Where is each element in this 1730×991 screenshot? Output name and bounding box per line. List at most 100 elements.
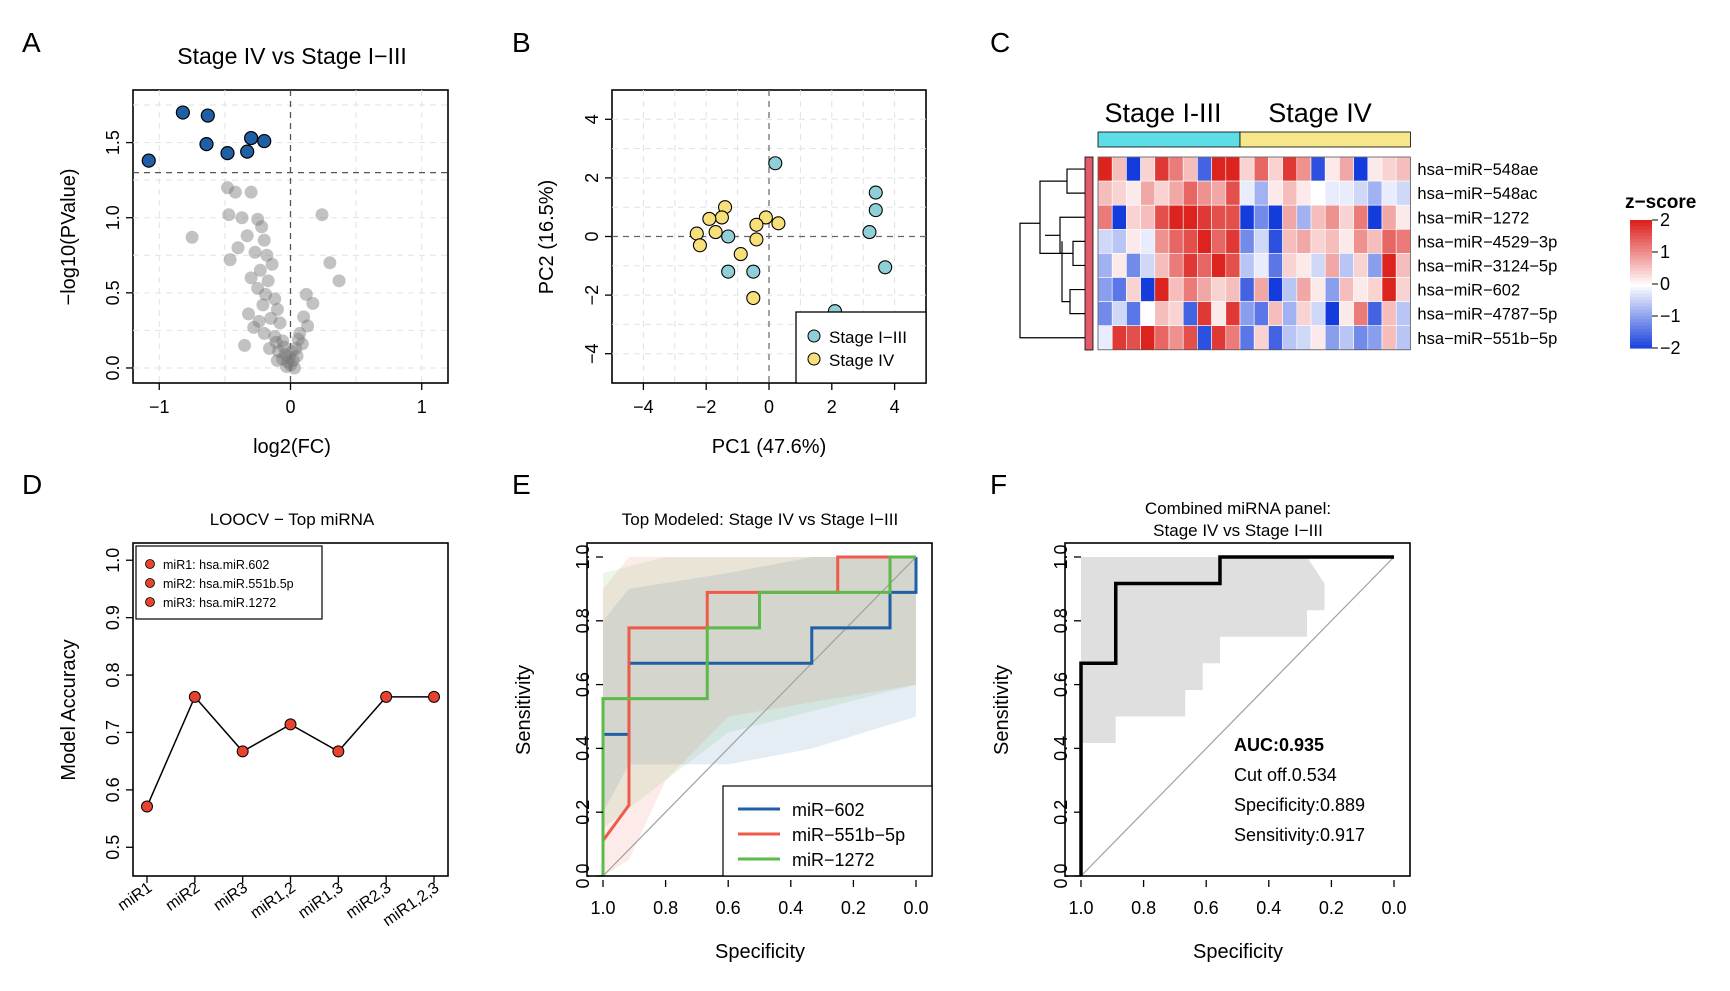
heatmap-cell: [1367, 301, 1383, 327]
heatmap-cell: [1197, 253, 1212, 278]
heatmap-cell: [1111, 277, 1127, 302]
nonsignificant-point: [285, 344, 299, 358]
roc-curve: [1079, 555, 1394, 876]
nonsignificant-point: [255, 220, 269, 234]
heatmap-cell: [1154, 180, 1170, 206]
legend-gradient-step: [1630, 245, 1652, 250]
nonsignificant-point: [231, 241, 245, 255]
heatmap-cell: [1339, 180, 1354, 206]
heatmap-cell: [1239, 301, 1255, 327]
heatmap-cell: [1182, 253, 1198, 278]
y-tick-label: 0.4: [1051, 736, 1071, 761]
heatmap-cell: [1126, 277, 1141, 302]
panel-f-subtitle: Stage IV vs Stage I−III: [1153, 521, 1323, 540]
heatmap-cell: [1168, 301, 1184, 327]
legend-tick-label: −2: [1660, 338, 1681, 358]
roc-confidence-band: [603, 557, 916, 813]
heatmap-cell: [1353, 229, 1369, 254]
panel-e-title: Top Modeled: Stage IV vs Stage I−III: [622, 510, 898, 529]
pca-point: [746, 290, 761, 306]
nonsignificant-point: [222, 208, 236, 222]
heatmap-cell: [1239, 156, 1255, 182]
heatmap-cell: [1395, 156, 1411, 182]
heatmap-color-legend: z−score 2 1 0 −1 −2: [1625, 192, 1696, 358]
legend-gradient-step: [1630, 220, 1652, 224]
nonsignificant-point: [253, 263, 267, 277]
legend-gradient-step: [1630, 255, 1652, 259]
pca-point: [746, 264, 761, 279]
heatmap-group-label-stage-iv: Stage IV: [1268, 98, 1372, 128]
heatmap-cell: [1253, 301, 1269, 327]
pca-point: [768, 156, 783, 171]
heatmap-cell: [1296, 277, 1312, 302]
legend-gradient-step: [1630, 296, 1652, 301]
heatmap-cell: [1268, 253, 1283, 278]
heatmap-cell: [1353, 277, 1369, 302]
heatmap-cell: [1197, 229, 1212, 254]
panel-e-roc-curves: [601, 555, 918, 876]
x-tick-label: 0.0: [903, 898, 928, 918]
panel-d-legend: miR1: hsa.miR.602 miR2: hsa.miR.551b.5p …: [135, 545, 323, 620]
legend-gradient-step: [1630, 274, 1652, 279]
legend-gradient-step: [1630, 312, 1652, 317]
significant-point: [220, 146, 235, 161]
heatmap-cell: [1367, 277, 1383, 302]
panel-d-y-ticks: 0.5 0.6 0.7 0.8 0.9 1.0: [103, 548, 133, 860]
panel-letter-e: E: [512, 469, 531, 500]
legend-gradient-step: [1630, 232, 1652, 237]
nonsignificant-point: [263, 341, 276, 355]
y-tick-label: 0.5: [103, 835, 123, 860]
nonsignificant-point: [251, 281, 265, 295]
nonsignificant-point: [244, 185, 258, 199]
nonsignificant-point: [257, 326, 271, 340]
nonsignificant-point: [247, 320, 261, 334]
y-tick-label: 1.0: [103, 548, 123, 573]
heatmap-cell: [1097, 253, 1113, 278]
heatmap-row-cluster-bar: [1084, 156, 1094, 351]
heatmap-cell: [1154, 204, 1170, 230]
heatmap-cell: [1182, 156, 1198, 182]
heatmap-cell: [1367, 229, 1383, 254]
legend-gradient-step: [1630, 290, 1652, 295]
nonsignificant-point: [273, 316, 287, 330]
dendrogram-branch: [1019, 222, 1085, 339]
x-tick-label: miR1: [115, 879, 155, 914]
nonsignificant-point: [265, 257, 279, 271]
y-tick-label: 0.6: [103, 777, 123, 802]
nonsignificant-point: [278, 347, 292, 361]
heatmap-cell: [1367, 204, 1383, 230]
x-tick-label: 0.4: [778, 898, 803, 918]
heatmap-cell: [1239, 204, 1255, 230]
heatmap-cell: [1395, 253, 1411, 278]
legend-gradient-step: [1630, 335, 1652, 339]
nonsignificant-point: [185, 230, 199, 244]
heatmap-cell: [1367, 325, 1383, 351]
heatmap-cell: [1168, 277, 1184, 302]
heatmap-cell: [1154, 325, 1170, 351]
heatmap-cell: [1339, 325, 1354, 351]
y-tick-label: 0.0: [1051, 863, 1071, 888]
heatmap-row-label: hsa−miR−548ae: [1417, 161, 1538, 179]
heatmap-cell: [1268, 180, 1283, 206]
heatmap-cell: [1197, 180, 1212, 206]
legend-gradient-step: [1630, 264, 1652, 269]
heatmap-cell: [1225, 204, 1241, 230]
heatmap-cell: [1154, 301, 1170, 327]
accuracy-point: [284, 718, 297, 731]
nonsignificant-point: [261, 274, 275, 288]
nonsignificant-point: [280, 359, 294, 373]
heatmap-row-labels: hsa−miR−548ae hsa−miR−548ac hsa−miR−1272 hs…: [1417, 161, 1557, 348]
legend-gradient-step: [1630, 242, 1652, 247]
heatmap-cell: [1395, 325, 1411, 351]
heatmap-cell: [1140, 156, 1156, 182]
heatmap-cell: [1097, 204, 1113, 230]
heatmap-cell: [1324, 253, 1340, 278]
heatmap-cell: [1126, 325, 1141, 351]
heatmap-cell: [1168, 229, 1184, 254]
heatmap-cell: [1282, 229, 1298, 254]
nonsignificant-point: [290, 349, 304, 363]
y-tick-label: 0.6: [1051, 672, 1071, 697]
heatmap-cell: [1140, 325, 1156, 351]
legend-marker-stage-i-iii: [807, 329, 821, 343]
panel-e-y-ticks: 0.0 0.2 0.4 0.6 0.8 1.0: [573, 544, 603, 889]
